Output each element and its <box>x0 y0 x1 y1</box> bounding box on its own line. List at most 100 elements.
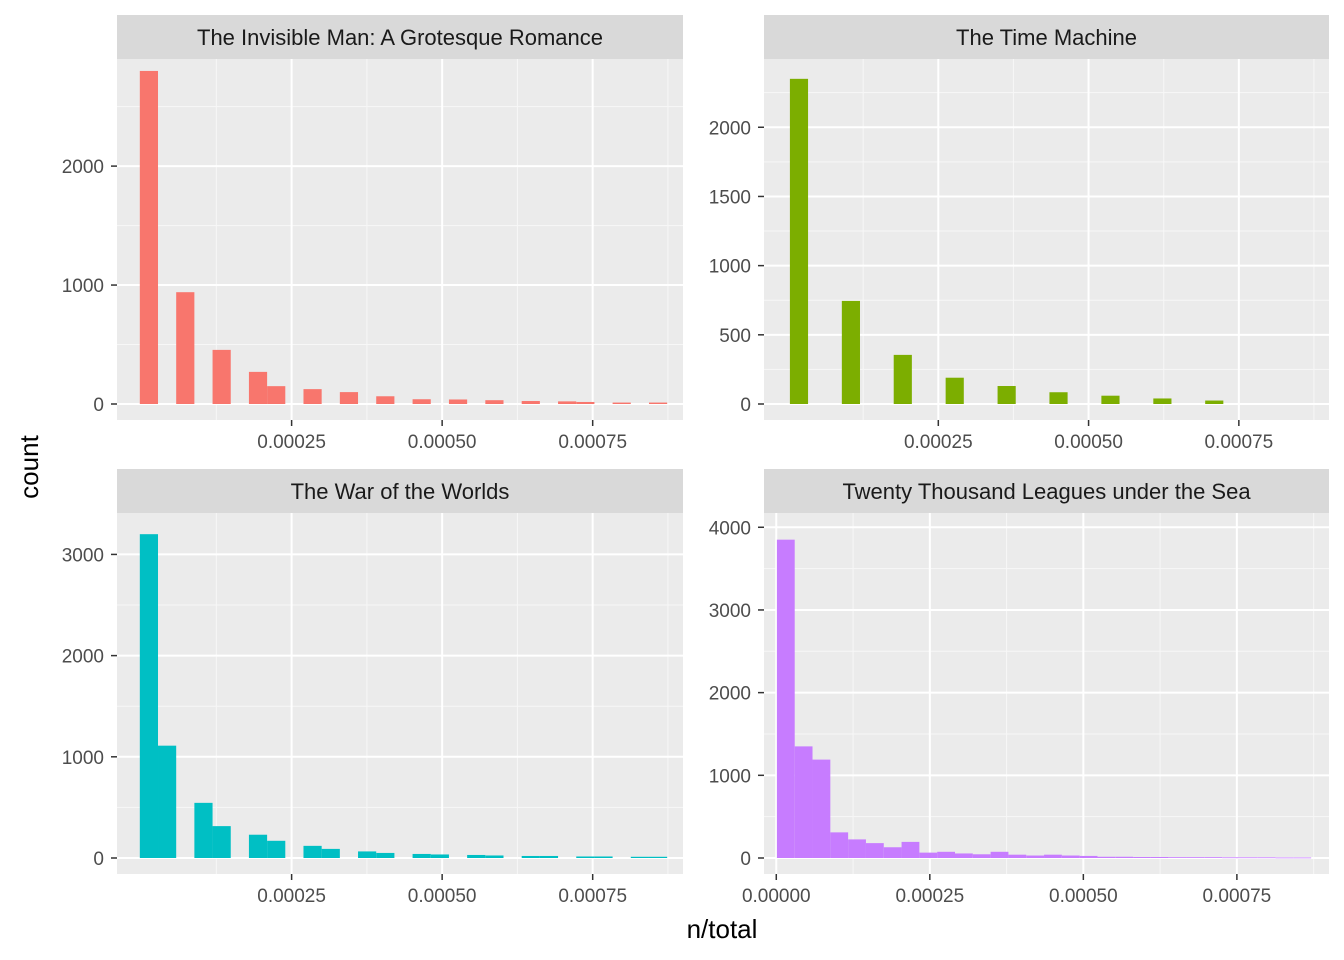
histogram-bar <box>945 377 964 404</box>
histogram-bar <box>848 839 866 858</box>
histogram-bar <box>558 401 577 404</box>
y-tick-label: 1000 <box>709 257 751 278</box>
histogram-bar <box>1133 857 1151 858</box>
histogram-bar <box>990 851 1009 858</box>
facet-panel-2: The Time Machine 0.00025 0.00050 0.00075 0 50… <box>709 15 1329 453</box>
y-tick-label: 1000 <box>709 766 751 787</box>
histogram-bar <box>1222 857 1240 859</box>
histogram-bar <box>248 834 268 858</box>
histogram-bar <box>521 401 540 404</box>
histogram-bar <box>865 843 884 858</box>
y-tick-label: 0 <box>740 395 751 416</box>
y-tick-label: 0 <box>93 395 104 416</box>
y-tick-label: 2000 <box>709 118 751 139</box>
x-axis-title: n/total <box>687 914 758 944</box>
facet-panel-4: Twenty Thousand Leagues under the Sea 0.0… <box>709 469 1329 907</box>
histogram-bar <box>303 845 322 858</box>
y-tick-label: 3000 <box>709 601 751 622</box>
histogram-bar <box>1293 857 1312 859</box>
histogram-bar <box>1275 857 1294 859</box>
histogram-bar <box>212 349 231 404</box>
histogram-bar <box>830 832 849 858</box>
histogram-bar <box>794 746 813 858</box>
histogram-bar <box>576 401 595 404</box>
facet-panel-1: The Invisible Man: A Grotesque Romance 0.… <box>62 15 683 453</box>
histogram-bar <box>776 539 795 858</box>
y-tick-label: 1500 <box>709 187 751 208</box>
histogram-bar <box>1168 857 1187 858</box>
histogram-bar <box>997 386 1016 404</box>
histogram-bar <box>841 300 860 404</box>
y-tick-label: 4000 <box>709 518 751 539</box>
histogram-bar <box>648 402 668 404</box>
histogram-bar <box>901 841 920 858</box>
histogram-bar <box>248 371 268 404</box>
histogram-bar <box>1239 857 1258 859</box>
histogram-bar <box>521 855 540 858</box>
histogram-bar <box>303 389 322 404</box>
histogram-bar <box>1204 857 1223 858</box>
histogram-bar <box>1049 392 1068 404</box>
histogram-bar <box>630 856 649 858</box>
histogram-bar <box>376 852 395 858</box>
histogram-bar <box>412 399 431 404</box>
histogram-bar <box>267 386 286 404</box>
histogram-bar <box>1079 855 1098 858</box>
histogram-bar <box>1150 857 1169 858</box>
histogram-bar <box>176 292 195 404</box>
x-tick-label: 0.00050 <box>408 432 477 453</box>
x-tick-label: 0.00025 <box>895 886 964 907</box>
x-tick-label: 0.00025 <box>904 432 973 453</box>
facet-title: Twenty Thousand Leagues under the Sea <box>842 479 1251 504</box>
histogram-bar <box>1044 854 1062 858</box>
histogram-bar <box>1115 856 1134 858</box>
histogram-bar <box>376 396 395 404</box>
histogram-bar <box>789 78 809 404</box>
x-tick-label: 0.00075 <box>558 886 627 907</box>
facet-strip <box>117 15 683 59</box>
x-tick-label: 0.00025 <box>257 432 326 453</box>
x-tick-label: 0.00075 <box>558 432 627 453</box>
histogram-bar <box>539 855 559 858</box>
histogram-bar <box>937 851 955 858</box>
y-tick-label: 0 <box>740 849 751 870</box>
histogram-bar <box>158 745 177 858</box>
x-tick-label: 0.00000 <box>742 886 811 907</box>
y-tick-label: 1000 <box>62 748 104 769</box>
histogram-bar <box>1008 854 1027 858</box>
histogram-bar <box>430 854 449 858</box>
facet-strip <box>764 469 1329 513</box>
x-tick-label: 0.00075 <box>1203 886 1272 907</box>
y-tick-label: 2000 <box>62 157 104 178</box>
y-tick-label: 2000 <box>709 684 751 705</box>
y-tick-label: 3000 <box>62 545 104 566</box>
histogram-bar <box>919 852 938 858</box>
histogram-bar <box>1097 856 1116 858</box>
histogram-bar <box>358 851 377 858</box>
histogram-bar <box>972 854 991 858</box>
histogram-bar <box>267 840 286 858</box>
histogram-bar <box>139 534 159 858</box>
histogram-bar <box>576 856 595 858</box>
x-tick-label: 0.00025 <box>257 886 326 907</box>
histogram-bar <box>954 853 973 858</box>
histogram-bar <box>1153 398 1172 404</box>
histogram-bar <box>467 854 486 858</box>
histogram-bar <box>594 856 613 858</box>
facet-title: The Time Machine <box>956 25 1137 50</box>
histogram-bar <box>612 402 631 404</box>
histogram-bar <box>1026 855 1045 858</box>
plot-background <box>117 59 683 420</box>
histogram-bar <box>812 759 831 858</box>
histogram-bar <box>485 400 504 404</box>
x-tick-label: 0.00050 <box>1049 886 1118 907</box>
facet-panels: The Invisible Man: A Grotesque Romance 0.… <box>62 15 1329 907</box>
histogram-bar <box>212 826 231 858</box>
x-tick-label: 0.00050 <box>1054 432 1123 453</box>
histogram-bar <box>648 856 668 858</box>
histogram-bar <box>1101 395 1120 404</box>
histogram-bar <box>321 848 340 858</box>
histogram-bar <box>485 855 504 858</box>
facet-title: The Invisible Man: A Grotesque Romance <box>197 25 603 50</box>
y-tick-label: 2000 <box>62 647 104 668</box>
